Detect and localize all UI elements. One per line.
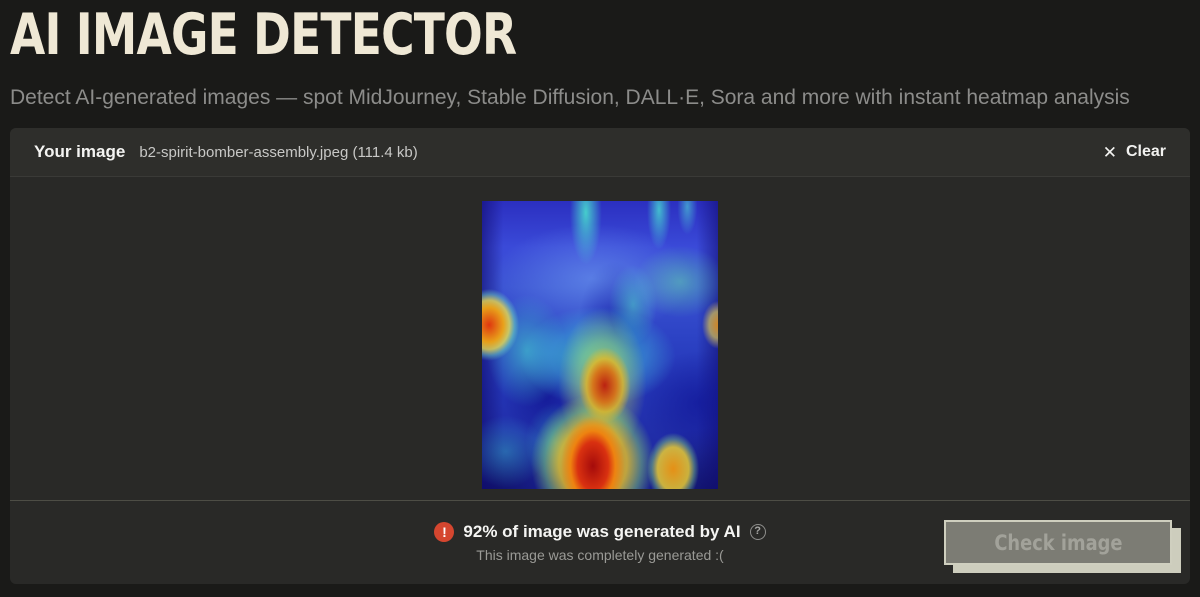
check-image-button[interactable]: Check image (944, 520, 1172, 565)
clear-button-label: Clear (1125, 143, 1166, 160)
heatmap-image (482, 201, 718, 489)
check-image-button-label: Check image (993, 530, 1123, 555)
uploaded-filename: b2-spirit-bomber-assembly.jpeg (111.4 kb… (139, 143, 418, 161)
clear-button[interactable]: ✕ Clear (1103, 143, 1166, 161)
result-headline: 92% of image was generated by AI (463, 521, 741, 541)
result-subtext: This image was completely generated :( (476, 546, 724, 563)
panel-header: Your image b2-spirit-bomber-assembly.jpe… (10, 128, 1190, 177)
page-subtitle: Detect AI-generated images — spot MidJou… (10, 86, 1130, 109)
result-footer: ! 92% of image was generated by AI ? Thi… (10, 500, 1190, 583)
close-icon: ✕ (1102, 142, 1117, 162)
result-line: ! 92% of image was generated by AI ? (434, 521, 766, 542)
image-analysis-panel: Your image b2-spirit-bomber-assembly.jpe… (10, 128, 1190, 584)
warning-icon: ! (434, 521, 455, 542)
your-image-label: Your image (34, 142, 126, 161)
image-preview-area (10, 177, 1190, 500)
help-icon[interactable]: ? (749, 523, 766, 540)
page-title: AI IMAGE DETECTOR (10, 2, 517, 68)
